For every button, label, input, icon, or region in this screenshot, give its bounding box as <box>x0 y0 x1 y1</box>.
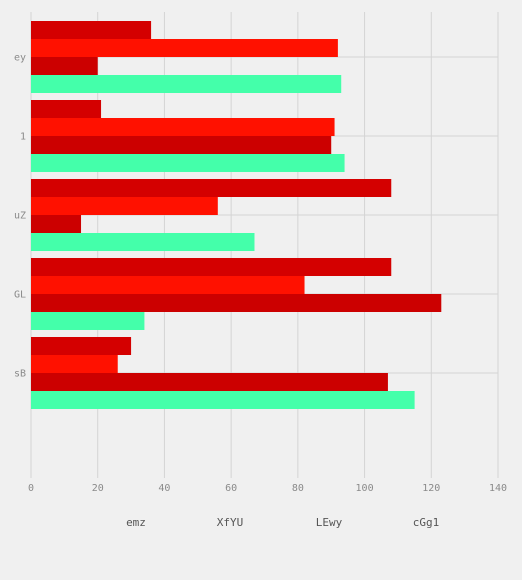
bar <box>31 136 332 154</box>
bar <box>31 312 145 330</box>
bar <box>31 179 392 197</box>
bar <box>31 233 255 251</box>
category-label: ey <box>14 53 26 64</box>
category-label: sB <box>14 369 26 380</box>
bar <box>31 276 305 294</box>
category-label: GL <box>14 290 26 301</box>
bar <box>31 337 132 355</box>
x-tick-label: 20 <box>92 483 104 494</box>
bar <box>31 294 442 312</box>
bar <box>31 355 118 373</box>
legend-entry: LEwy <box>316 516 343 529</box>
legend-entry: emz <box>126 516 146 529</box>
x-tick-label: 140 <box>489 483 507 494</box>
x-tick-label: 0 <box>28 483 34 494</box>
bars <box>31 21 442 409</box>
x-tick-labels: 0 20 40 60 80 100 120 140 <box>28 483 507 494</box>
bar <box>31 100 102 118</box>
category-label: uZ <box>14 211 26 222</box>
bar <box>31 21 152 39</box>
bar <box>31 258 392 276</box>
bar <box>31 215 82 233</box>
bar <box>31 391 415 409</box>
x-tick-label: 80 <box>292 483 304 494</box>
category-labels: ey 1 uZ GL sB <box>14 53 26 380</box>
bar <box>31 39 338 57</box>
bar <box>31 118 335 136</box>
x-tick-label: 120 <box>422 483 440 494</box>
bar <box>31 373 388 391</box>
x-tick-label: 60 <box>225 483 237 494</box>
x-tick-label: 100 <box>356 483 374 494</box>
legend: emz XfYU LEwy cGg1 <box>126 516 439 529</box>
bar <box>31 197 218 215</box>
bar <box>31 75 342 93</box>
bar <box>31 154 345 172</box>
category-label: 1 <box>20 132 26 143</box>
legend-entry: cGg1 <box>413 516 440 529</box>
bar <box>31 57 98 75</box>
x-tick-label: 40 <box>158 483 170 494</box>
legend-entry: XfYU <box>217 516 244 529</box>
